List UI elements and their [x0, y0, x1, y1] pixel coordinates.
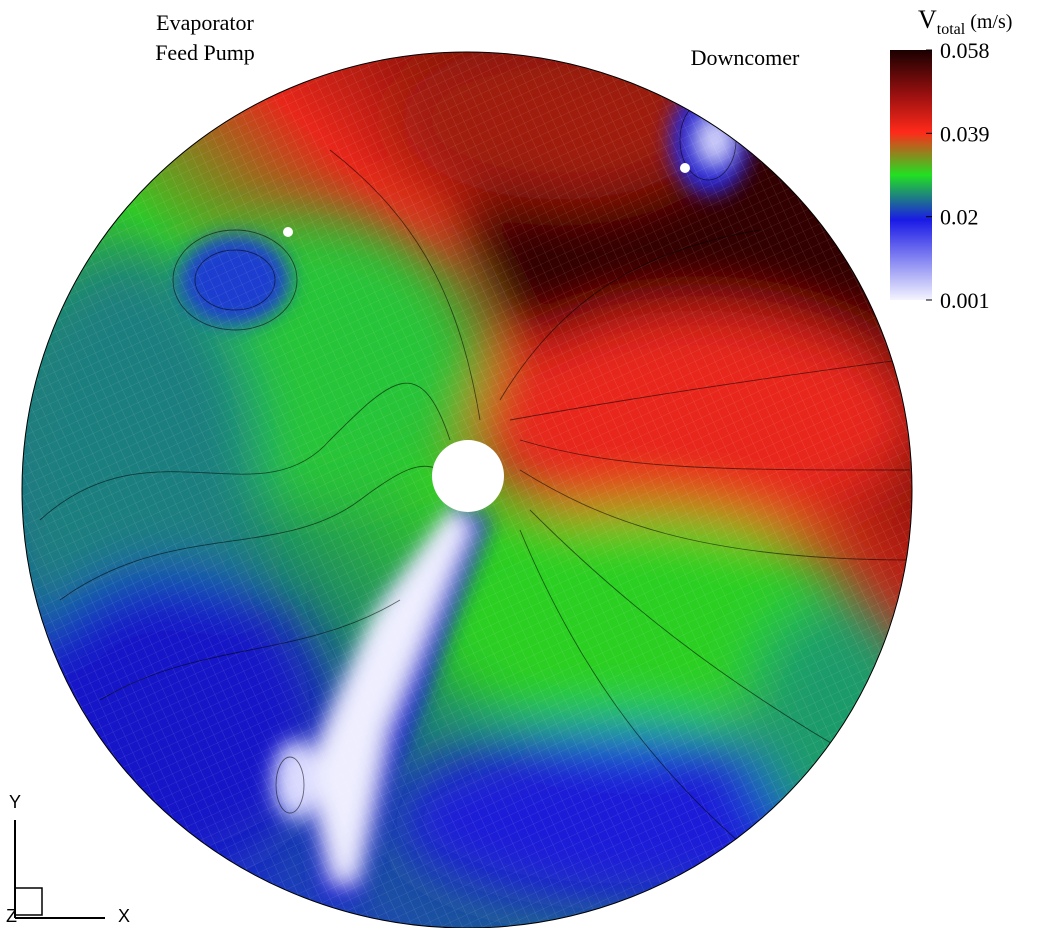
- colorbar-title-subscript: total: [937, 21, 966, 38]
- colorbar-ticks: 0.058 0.039 0.02 0.001: [926, 38, 990, 313]
- colorbar-tick-label: 0.039: [940, 121, 990, 146]
- colorbar-title-unit: (m/s): [970, 11, 1012, 33]
- downcomer-marker: [680, 163, 690, 173]
- page: Evaporator Feed Pump Downcomer Vtotal(m/…: [0, 0, 1049, 928]
- colorbar-title: Vtotal(m/s): [918, 5, 1012, 38]
- axis-z-label: Z: [6, 906, 17, 926]
- colorbar-tick-label: 0.058: [940, 38, 990, 63]
- evaporator-label: Feed Pump: [155, 40, 255, 65]
- axis-y-label: Y: [9, 792, 21, 812]
- evaporator-marker: [283, 227, 293, 237]
- axis-triad: [15, 820, 105, 918]
- evaporator-label: Evaporator: [156, 10, 254, 35]
- axis-x-label: X: [118, 906, 130, 926]
- figure: Evaporator Feed Pump Downcomer Vtotal(m/…: [0, 0, 1049, 928]
- colorbar-title-symbol: V: [918, 5, 937, 34]
- colorbar: [890, 50, 932, 300]
- colorbar-tick-label: 0.02: [940, 205, 979, 230]
- center-hole: [432, 440, 504, 512]
- downcomer-label: Downcomer: [691, 45, 800, 70]
- colorbar-tick-label: 0.001: [940, 288, 990, 313]
